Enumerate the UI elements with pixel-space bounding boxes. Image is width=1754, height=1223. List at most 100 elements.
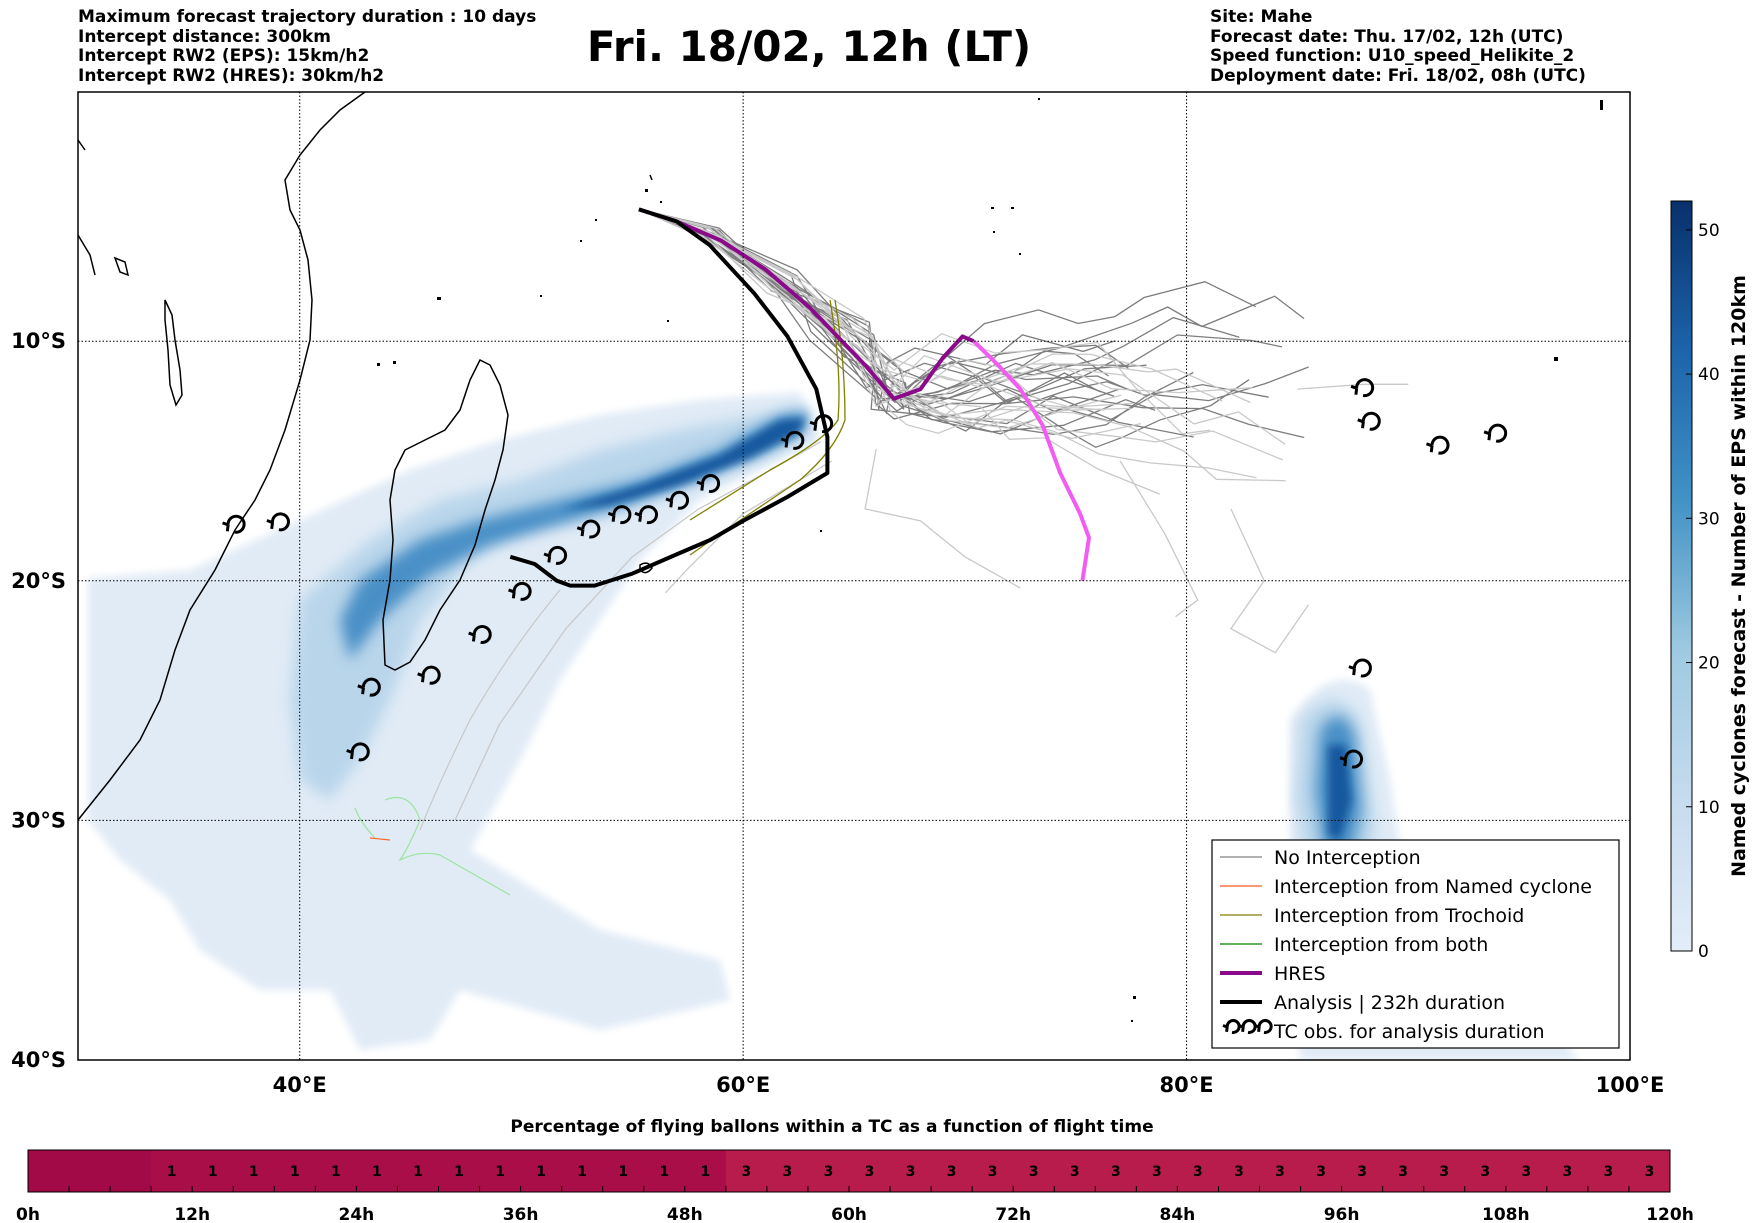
tc-symbol-head	[266, 519, 274, 530]
flight-time-cell	[397, 1150, 439, 1192]
tc-symbol-arc	[814, 414, 834, 434]
flight-time-value: 1	[249, 1164, 259, 1180]
x-tick-label: 60°E	[716, 1073, 770, 1097]
flight-time-cell	[1136, 1150, 1178, 1192]
flight-time-cell	[766, 1150, 809, 1192]
flight-time-cell	[315, 1150, 357, 1192]
flight-time-value: 3	[1357, 1164, 1367, 1180]
flight-time-value: 3	[1111, 1164, 1121, 1180]
flight-time-value: 1	[700, 1164, 710, 1180]
tc-observation-symbol	[468, 624, 492, 644]
flight-time-value: 1	[167, 1164, 177, 1180]
flight-time-cell	[438, 1150, 481, 1192]
tc-observation-symbol	[1339, 749, 1364, 769]
tc-symbol-head	[696, 480, 705, 491]
flight-time-tick-label: 48h	[667, 1205, 703, 1223]
flight-time-value: 1	[577, 1164, 587, 1180]
series-line	[972, 339, 1091, 582]
tc-observation-symbol	[357, 677, 381, 697]
flight-time-value: 3	[1645, 1164, 1655, 1180]
legend-label: No Interception	[1274, 847, 1421, 869]
flight-time-value: 1	[536, 1164, 546, 1180]
southern-trajectories	[354, 589, 561, 896]
flight-time-cell	[890, 1150, 932, 1192]
tc-symbol-head	[1350, 384, 1359, 395]
flight-time-tick-label: 60h	[831, 1205, 867, 1223]
header-left-line: Intercept RW2 (HRES): 30km/h2	[78, 65, 385, 86]
flight-time-value: 1	[454, 1164, 464, 1180]
tc-observation-symbol	[665, 490, 690, 510]
flight-time-value: 3	[742, 1164, 752, 1180]
flight-time-cell	[1382, 1150, 1425, 1192]
tc-symbol-head	[1357, 418, 1365, 429]
tc-symbol-head	[1348, 665, 1356, 676]
legend-label: Interception from Trochoid	[1274, 905, 1524, 927]
tc-observation-symbol	[266, 512, 290, 532]
flight-time-cell	[1464, 1150, 1507, 1192]
header-right-line: Deployment date: Fri. 18/02, 08h (UTC)	[1210, 65, 1586, 86]
tc-symbol-arc	[512, 581, 532, 601]
tc-symbol-arc	[670, 490, 690, 510]
legend-label: Interception from both	[1274, 934, 1488, 956]
flight-time-cell	[28, 1150, 70, 1192]
flight-time-tick-label: 120h	[1646, 1205, 1694, 1223]
tc-symbol-arc	[1355, 378, 1375, 398]
flight-time-cell	[684, 1150, 727, 1192]
colorbar-tick-label: 50	[1698, 221, 1720, 241]
flight-time-cell	[972, 1150, 1014, 1192]
flight-time-value: 3	[988, 1164, 998, 1180]
tc-symbol-arc	[548, 545, 568, 565]
flight-time-cell	[233, 1150, 275, 1192]
colorbar-tick-label: 10	[1698, 798, 1720, 818]
series-lines	[509, 207, 1091, 588]
legend-label: Analysis | 232h duration	[1274, 992, 1505, 1014]
flight-time-cell	[1177, 1150, 1219, 1192]
tc-observation-symbol	[780, 430, 805, 450]
flight-time-value: 3	[906, 1164, 916, 1180]
tc-symbol-arc	[1225, 1019, 1241, 1034]
x-tick-label: 40°E	[273, 1073, 327, 1097]
flight-time-value: 3	[783, 1164, 793, 1180]
eps-member-track	[1119, 460, 1199, 618]
flight-time-tick-label: 12h	[174, 1205, 210, 1223]
flight-time-value: 3	[1439, 1164, 1449, 1180]
tc-symbol-head	[468, 631, 476, 642]
flight-time-cell	[356, 1150, 398, 1192]
tc-symbol-arc	[270, 512, 290, 532]
flight-time-cell	[1546, 1150, 1589, 1192]
flight-time-value: 3	[1480, 1164, 1490, 1180]
tc-observation-symbol	[1357, 411, 1381, 431]
flight-time-cell	[1341, 1150, 1384, 1192]
eps-member-track	[864, 448, 1021, 589]
legend-box	[1211, 839, 1620, 1049]
series-line	[638, 207, 975, 401]
flight-time-cell	[1423, 1150, 1466, 1192]
flight-time-cell	[192, 1150, 234, 1192]
tc-observation-symbol	[1348, 658, 1372, 678]
flight-time-cell	[69, 1150, 111, 1192]
legend-label: Interception from Named cyclone	[1274, 876, 1592, 898]
y-tick-label: 30°S	[11, 808, 66, 832]
flight-time-cell	[849, 1150, 891, 1192]
flight-time-tick-label: 108h	[1482, 1205, 1530, 1223]
tc-symbol-arc	[1257, 1019, 1273, 1034]
flight-time-value: 3	[1521, 1164, 1531, 1180]
flight-time-cell	[1013, 1150, 1055, 1192]
flight-time-value: 3	[1234, 1164, 1244, 1180]
tc-symbol-head	[1254, 1024, 1261, 1032]
eps-member-track	[638, 208, 1105, 411]
tc-symbol-arc	[581, 519, 601, 539]
tc-symbol-arc	[785, 430, 805, 450]
tc-observation-symbol	[222, 514, 246, 534]
tc-observation-symbol	[1350, 378, 1375, 398]
tc-symbol-arc	[1344, 749, 1364, 769]
header-left-line: Intercept RW2 (EPS): 15km/h2	[78, 46, 370, 66]
flight-time-value: 1	[495, 1164, 505, 1180]
header-left-info: Maximum forecast trajectory duration : 1…	[78, 7, 536, 86]
flight-time-cell	[1300, 1150, 1343, 1192]
legend-label: HRES	[1274, 963, 1326, 985]
colorbar-label: Named cyclones forecast - Number of EPS …	[1728, 275, 1750, 877]
colorbar-tick-label: 30	[1698, 509, 1720, 529]
flight-time-value: 3	[824, 1164, 834, 1180]
y-tick-label: 20°S	[11, 569, 66, 593]
